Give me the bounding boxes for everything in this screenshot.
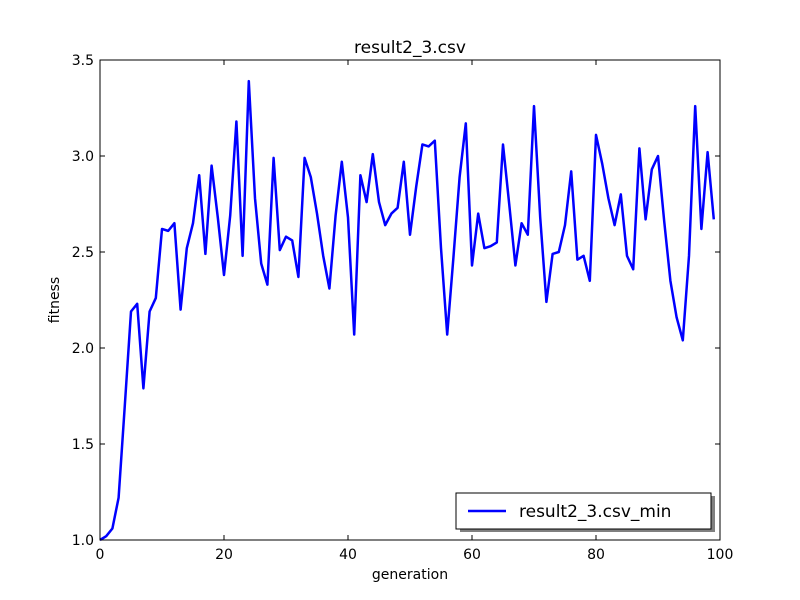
chart-title: result2_3.csv	[354, 38, 466, 58]
x-tick-label: 80	[587, 547, 605, 563]
x-tick-label: 40	[339, 547, 357, 563]
x-axis-label: generation	[372, 567, 448, 583]
x-tick-label: 100	[707, 547, 734, 563]
y-tick-label: 1.0	[72, 533, 94, 549]
y-tick-label: 1.5	[72, 437, 94, 453]
y-axis-label: fitness	[47, 277, 63, 323]
y-tick-label: 2.5	[72, 245, 94, 261]
y-tick-label: 3.0	[72, 149, 94, 165]
y-tick-label: 3.5	[72, 53, 94, 69]
x-tick-label: 20	[215, 547, 233, 563]
series-line-result2_3-min	[99, 79, 716, 542]
x-axis-ticks: 0 20 40 60 80 100	[96, 60, 734, 563]
legend-label: result2_3.csv_min	[519, 502, 671, 522]
plot-frame	[99, 59, 721, 541]
legend: result2_3.csv_min	[455, 492, 715, 532]
y-tick-label: 2.0	[72, 341, 94, 357]
x-tick-label: 0	[96, 547, 105, 563]
x-tick-label: 60	[463, 547, 481, 563]
